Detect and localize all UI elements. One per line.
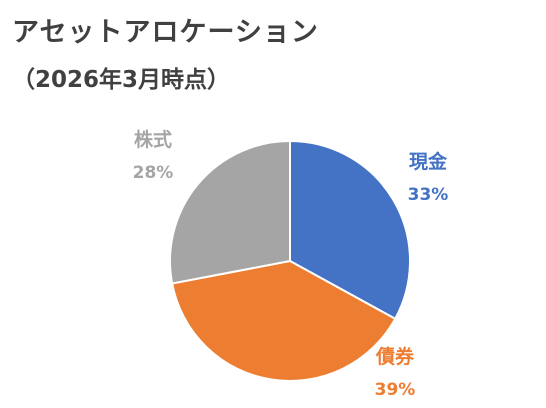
pie-slices: [169, 139, 411, 382]
pie-slice-1: [170, 259, 397, 382]
pie-labels: 現金 33% 債券 39% 株式 28%: [133, 128, 449, 400]
slice-value-label-0: 33%: [408, 185, 449, 205]
chart-title: アセットアロケーション: [12, 17, 319, 48]
chart-subtitle: （2026年3月時点）: [12, 67, 231, 93]
slice-value-label-2: 28%: [133, 163, 174, 183]
slice-category-label-0: 現金: [409, 150, 448, 173]
slice-value-label-1: 39%: [375, 380, 416, 400]
pie-slice-0: [289, 139, 411, 321]
slice-category-label-1: 債券: [375, 345, 415, 368]
pie-slice-2: [169, 139, 291, 285]
slice-category-label-2: 株式: [134, 128, 172, 151]
